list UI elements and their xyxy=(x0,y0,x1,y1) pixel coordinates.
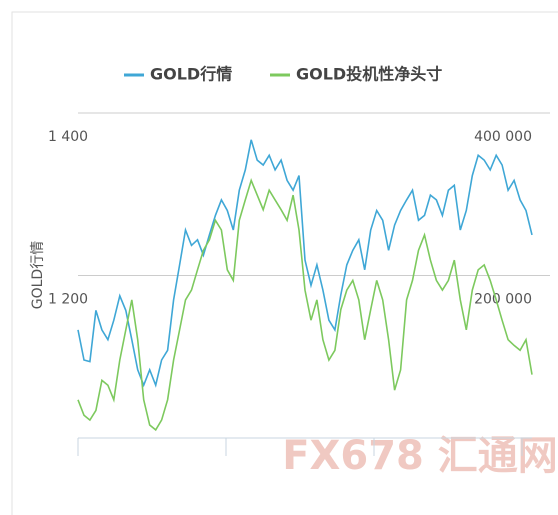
y-tick-label: 1 200 xyxy=(48,292,88,308)
y2-tick-label: 200 000 xyxy=(474,292,532,308)
legend-label: GOLD行情 xyxy=(150,65,232,84)
watermark: FX678 汇通网 xyxy=(282,433,558,479)
legend-label: GOLD投机性净头寸 xyxy=(296,65,442,84)
card xyxy=(11,11,558,515)
y-axis-label: GOLD行情 xyxy=(30,241,46,309)
series-line xyxy=(77,139,533,388)
y2-tick-label: 400 000 xyxy=(474,129,532,145)
y-tick-label: 1 400 xyxy=(48,129,88,145)
series-line xyxy=(77,178,533,432)
